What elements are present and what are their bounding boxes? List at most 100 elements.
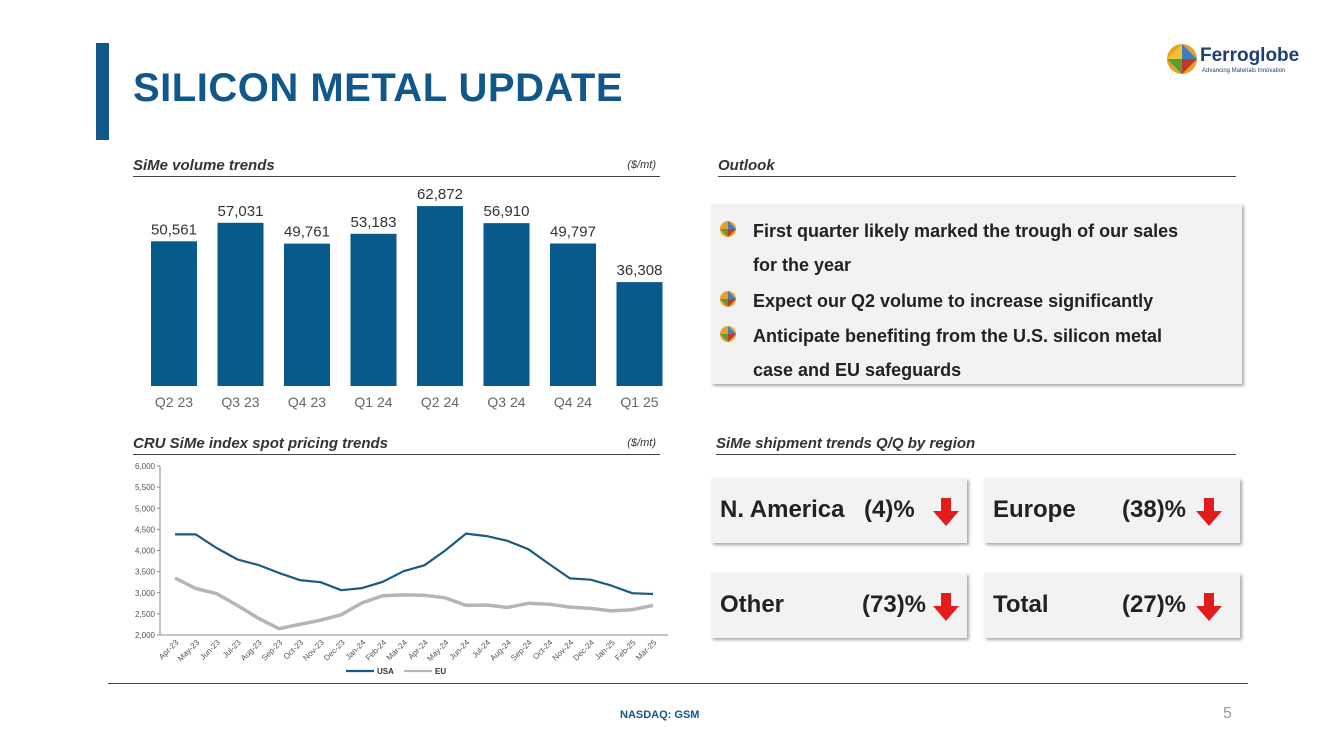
series-line-eu bbox=[174, 576, 654, 631]
ferroglobe-logo: Ferroglobe Advancing Materials Innovatio… bbox=[1166, 43, 1306, 79]
x-tick-label: Jan-24 bbox=[344, 638, 368, 662]
x-tick-label: Sep-24 bbox=[509, 638, 534, 663]
page-title: SILICON METAL UPDATE bbox=[133, 66, 623, 110]
footer-divider bbox=[108, 683, 1248, 684]
x-tick-label: Q4 24 bbox=[554, 394, 592, 410]
down-arrow-icon bbox=[1196, 498, 1222, 526]
y-tick-label: 4,000 bbox=[135, 547, 156, 556]
volume-unit: ($/mt) bbox=[627, 159, 656, 171]
bar-q3-23 bbox=[217, 222, 264, 386]
region-value: (73)% bbox=[862, 591, 927, 618]
footer-ticker: NASDAQ: GSM bbox=[620, 709, 700, 721]
legend-label-eu: EU bbox=[435, 667, 446, 676]
x-tick-label: Q4 23 bbox=[288, 394, 326, 410]
page-number: 5 bbox=[1223, 705, 1232, 722]
x-tick-label: Nov-23 bbox=[301, 638, 326, 663]
bar-value-label: 50,561 bbox=[151, 221, 197, 238]
y-tick-label: 6,000 bbox=[135, 462, 156, 471]
outlook-item-1-line1: First quarter likely marked the trough o… bbox=[753, 221, 1179, 241]
pricing-header: CRU SiMe index spot pricing trends ($/mt… bbox=[133, 435, 660, 455]
x-tick-label: Aug-24 bbox=[488, 638, 513, 663]
shipments-header: SiMe shipment trends Q/Q by region bbox=[716, 435, 1236, 455]
x-tick-label: Q1 24 bbox=[354, 394, 392, 410]
x-tick-label: Jan-25 bbox=[593, 638, 617, 662]
x-tick-label: Q2 24 bbox=[421, 394, 459, 410]
y-tick-label: 5,500 bbox=[135, 483, 156, 492]
outlook-item-2-line1: Expect our Q2 volume to increase signifi… bbox=[753, 291, 1154, 311]
volume-header: SiMe volume trends ($/mt) bbox=[133, 157, 660, 177]
globe-logo-icon bbox=[1167, 44, 1197, 74]
x-tick-label: Q3 23 bbox=[221, 394, 259, 410]
outlook-item-1-line2: for the year bbox=[753, 255, 852, 275]
shipments-header-title: SiMe shipment trends Q/Q by region bbox=[716, 435, 976, 452]
bar-value-label: 62,872 bbox=[417, 186, 463, 203]
x-tick-label: Jun-23 bbox=[198, 638, 222, 662]
globe-bullet-icon bbox=[720, 326, 736, 342]
y-tick-label: 3,000 bbox=[135, 589, 156, 598]
x-tick-label: Feb-24 bbox=[364, 638, 389, 663]
down-arrow-icon bbox=[1196, 593, 1222, 621]
region-value: (27)% bbox=[1122, 591, 1187, 618]
x-tick-label: Nov-24 bbox=[551, 638, 576, 663]
volume-header-title: SiMe volume trends bbox=[133, 157, 275, 174]
bar-value-label: 53,183 bbox=[351, 214, 397, 231]
region-value: (38)% bbox=[1122, 496, 1187, 523]
region-label: Other bbox=[720, 591, 785, 618]
outlook-item-1: First quarter likely marked the trough o… bbox=[719, 214, 1178, 282]
y-tick-label: 5,000 bbox=[135, 504, 156, 513]
x-tick-label: Jun-24 bbox=[448, 638, 472, 662]
outlook-item-2: Expect our Q2 volume to increase signifi… bbox=[719, 284, 1153, 318]
y-tick-label: 2,500 bbox=[135, 610, 156, 619]
shipment-box-other: Other (73)% bbox=[711, 573, 967, 638]
bar-q4-23 bbox=[284, 243, 330, 386]
bar-q1-24 bbox=[350, 233, 397, 386]
shipment-box-europe: Europe (38)% bbox=[984, 478, 1240, 543]
globe-bullet-icon bbox=[720, 221, 736, 237]
shipment-box-north-america: N. America (4)% bbox=[711, 478, 967, 543]
outlook-header-title: Outlook bbox=[718, 157, 775, 174]
legend-label-usa: USA bbox=[377, 667, 394, 676]
bar-q4-24 bbox=[550, 243, 596, 386]
region-label: Total bbox=[993, 591, 1049, 618]
outlook-item-3-line1: Anticipate benefiting from the U.S. sili… bbox=[753, 326, 1163, 346]
series-line-usa bbox=[175, 532, 654, 596]
x-tick-label: Q3 24 bbox=[487, 394, 525, 410]
region-label: Europe bbox=[993, 496, 1076, 523]
y-tick-label: 2,000 bbox=[135, 631, 156, 640]
bar-q2-24 bbox=[417, 206, 463, 386]
pricing-unit: ($/mt) bbox=[627, 437, 656, 449]
shipment-box-total: Total (27)% bbox=[984, 573, 1240, 638]
down-arrow-icon bbox=[933, 498, 959, 526]
x-tick-label: Sep-23 bbox=[260, 638, 285, 663]
bar-q1-25 bbox=[616, 282, 663, 386]
bar-value-label: 36,308 bbox=[617, 262, 663, 279]
x-tick-label: May-23 bbox=[176, 638, 202, 664]
x-tick-label: Q1 25 bbox=[620, 394, 658, 410]
globe-bullet-icon bbox=[720, 291, 736, 307]
pricing-header-title: CRU SiMe index spot pricing trends bbox=[133, 435, 389, 452]
bar-value-label: 57,031 bbox=[218, 203, 264, 220]
x-tick-label: Mar-25 bbox=[634, 638, 659, 663]
x-tick-label: Aug-23 bbox=[239, 638, 264, 663]
outlook-header: Outlook bbox=[718, 157, 1236, 177]
bar-value-label: 49,797 bbox=[550, 224, 596, 241]
bar-q3-24 bbox=[483, 223, 530, 386]
x-tick-label: Q2 23 bbox=[155, 394, 193, 410]
x-tick-label: Mar-24 bbox=[385, 638, 410, 663]
bar-value-label: 56,910 bbox=[484, 203, 530, 220]
outlook-item-3-line2: case and EU safeguards bbox=[753, 360, 962, 380]
down-arrow-icon bbox=[933, 593, 959, 621]
outlook-box: First quarter likely marked the trough o… bbox=[711, 204, 1242, 384]
logo-text: Ferroglobe bbox=[1200, 45, 1300, 66]
x-tick-label: Dec-23 bbox=[322, 638, 347, 663]
x-tick-label: May-24 bbox=[425, 638, 451, 664]
x-tick-label: Feb-25 bbox=[613, 638, 638, 663]
y-tick-label: 4,500 bbox=[135, 525, 156, 534]
outlook-item-3: Anticipate benefiting from the U.S. sili… bbox=[719, 319, 1162, 387]
bar-value-label: 49,761 bbox=[284, 224, 330, 241]
bar-q2-23 bbox=[151, 241, 197, 386]
logo-tagline: Advancing Materials Innovation bbox=[1202, 68, 1286, 74]
x-tick-label: Dec-24 bbox=[571, 638, 596, 663]
region-value: (4)% bbox=[864, 496, 915, 523]
y-tick-label: 3,500 bbox=[135, 568, 156, 577]
